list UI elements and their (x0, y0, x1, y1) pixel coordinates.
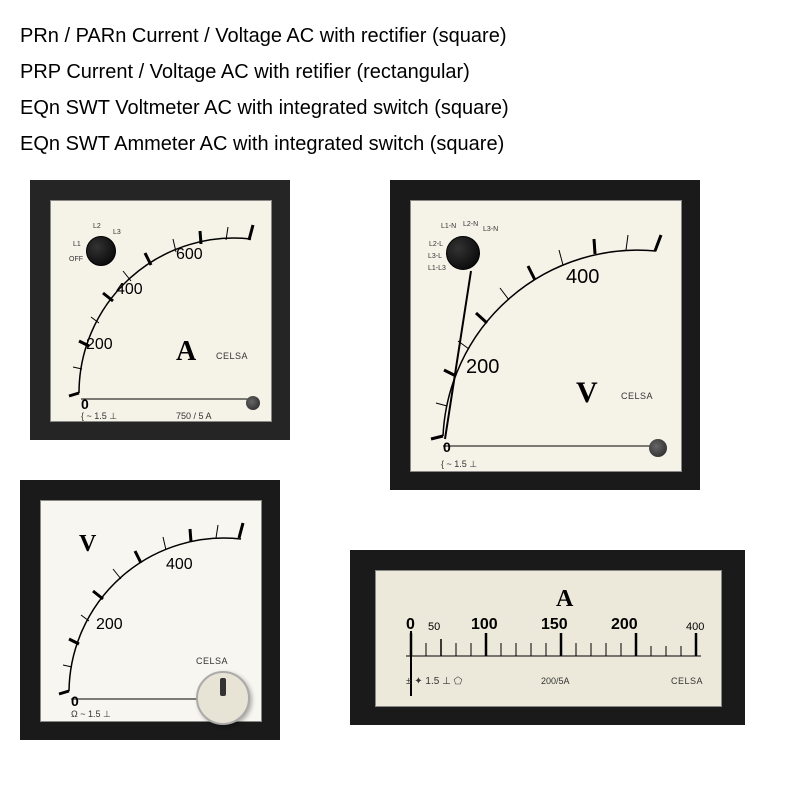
header-text-block: PRn / PARn Current / Voltage AC with rec… (20, 20, 780, 160)
header-line-4: EQn SWT Ammeter AC with integrated switc… (20, 128, 780, 160)
voltmeter-square-1: L1-N L2-N L3-N L2-L L3-L L1-L3 0 200 400… (390, 180, 700, 490)
meter1-scale-200: 200 (86, 336, 113, 354)
meter4-scale-400: 400 (686, 621, 704, 633)
meter1-scale-600: 600 (176, 246, 203, 264)
meter4-scale-100: 100 (471, 616, 498, 634)
meter2-switch-l2n: L2-N (463, 221, 478, 228)
meter4-rating: 200/5A (541, 676, 570, 686)
meter1-scale-0: 0 (81, 396, 89, 412)
meter4-scale-150: 150 (541, 616, 568, 634)
meter1-face: L2 L3 L1 OFF 0 200 400 600 A CELSA 750 /… (50, 200, 272, 422)
meter1-switch-off: OFF (69, 256, 83, 263)
meter2-scale-0: 0 (443, 439, 451, 455)
meter2-face: L1-N L2-N L3-N L2-L L3-L L1-L3 0 200 400… (410, 200, 682, 472)
meter3-unit: V (79, 531, 96, 558)
meter1-spec: { ~ 1.5 ⊥ (81, 411, 117, 422)
meter2-switch-l1l3: L1-L3 (428, 265, 446, 272)
voltmeter-square-2: V 0 200 400 CELSA Ω ~ 1.5 ⊥ (20, 480, 280, 740)
meter4-scale-0: 0 (406, 616, 415, 634)
meter2-switch-l2l: L2-L (429, 241, 443, 248)
meter2-scale-200: 200 (466, 356, 499, 379)
meter2-brand: CELSA (621, 391, 653, 401)
meter2-switch-l1n: L1-N (441, 223, 456, 230)
meter1-switch-l1: L1 (73, 241, 81, 248)
meter1-switch-l2: L2 (93, 223, 101, 230)
meter1-rating: 750 / 5 A (176, 411, 212, 421)
meter2-switch-l3l: L3-L (428, 253, 442, 260)
meter1-brand: CELSA (216, 351, 248, 361)
meter4-scale-50: 50 (428, 621, 440, 633)
meter2-spec: { ~ 1.5 ⊥ (441, 459, 477, 470)
meter3-brand: CELSA (196, 656, 228, 666)
ammeter-rectangular: A 0 50 100 150 200 400 200/5A ± ✦ 1.5 ⊥ … (350, 550, 745, 725)
meter1-screw (246, 396, 260, 410)
meters-container: L2 L3 L1 OFF 0 200 400 600 A CELSA 750 /… (20, 180, 780, 760)
meter4-face: A 0 50 100 150 200 400 200/5A ± ✦ 1.5 ⊥ … (375, 570, 722, 707)
meter4-brand: CELSA (671, 676, 703, 686)
meter2-scale-400: 400 (566, 266, 599, 289)
meter2-switch-l3n: L3-N (483, 226, 498, 233)
meter4-unit: A (556, 586, 573, 613)
meter2-screw (649, 439, 667, 457)
meter3-scale-400: 400 (166, 556, 193, 574)
meter3-scale-0: 0 (71, 693, 79, 709)
meter3-dial (196, 671, 250, 725)
meter1-selector-knob (86, 236, 116, 266)
meter1-switch-l3: L3 (113, 229, 121, 236)
ammeter-square-1: L2 L3 L1 OFF 0 200 400 600 A CELSA 750 /… (30, 180, 290, 440)
meter1-unit: A (176, 336, 196, 368)
meter4-scale-200: 200 (611, 616, 638, 634)
meter3-face: V 0 200 400 CELSA Ω ~ 1.5 ⊥ (40, 500, 262, 722)
header-line-3: EQn SWT Voltmeter AC with integrated swi… (20, 92, 780, 124)
header-line-1: PRn / PARn Current / Voltage AC with rec… (20, 20, 780, 52)
meter3-scale-200: 200 (96, 616, 123, 634)
meter2-selector-knob (446, 236, 480, 270)
meter4-spec: ± ✦ 1.5 ⊥ ⬠ (406, 676, 462, 687)
meter1-scale-400: 400 (116, 281, 143, 299)
header-line-2: PRP Current / Voltage AC with retifier (… (20, 56, 780, 88)
meter1-scale-arc (51, 201, 271, 421)
meter3-spec: Ω ~ 1.5 ⊥ (71, 709, 111, 720)
meter2-unit: V (576, 376, 598, 410)
